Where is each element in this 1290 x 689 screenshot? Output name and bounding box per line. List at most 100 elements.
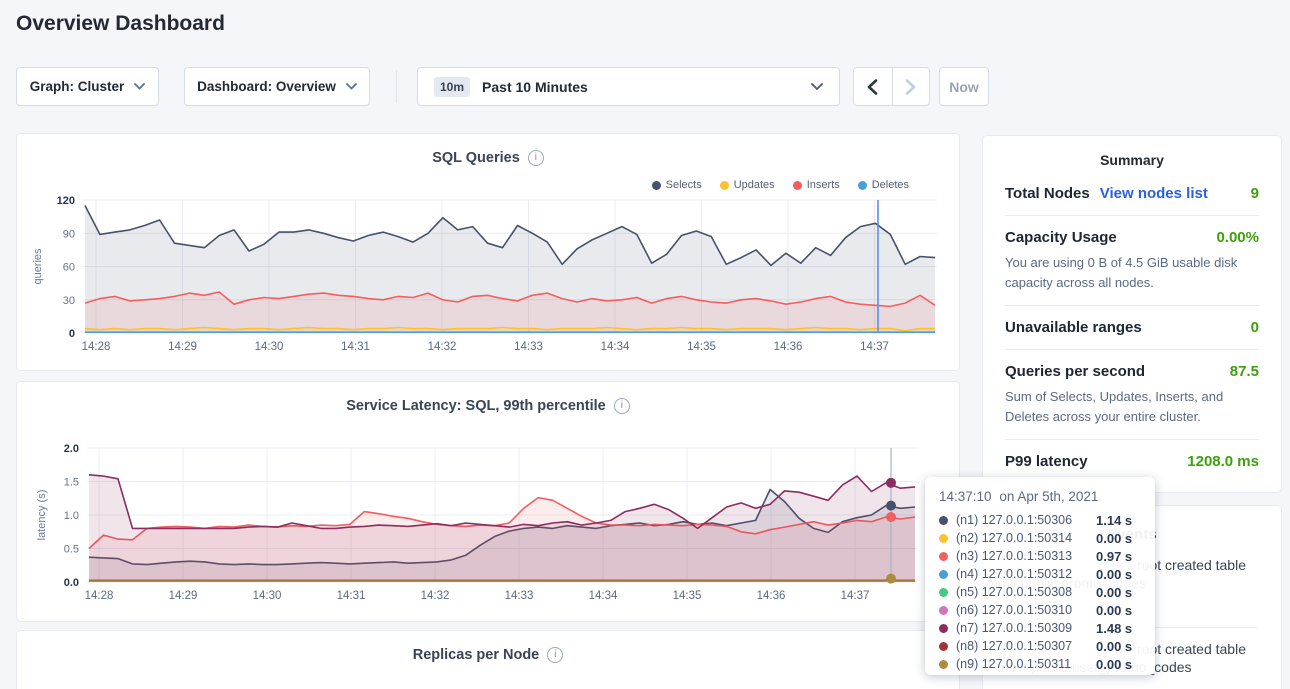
node-address: (n4) 127.0.0.1:50312 (956, 567, 1073, 581)
qps-label: Queries per second (1005, 363, 1146, 380)
tooltip-node-row: (n1) 127.0.0.1:50306 1.14 s (939, 511, 1141, 529)
svg-text:14:34: 14:34 (601, 341, 630, 353)
svg-text:14:37: 14:37 (841, 590, 870, 602)
node-color-dot-icon (939, 551, 948, 561)
summary-row-capacity: Capacity Usage 0.00% You are using 0 B o… (1005, 215, 1259, 305)
tooltip-date: on Apr 5th, 2021 (999, 489, 1099, 504)
graph-scope-dropdown-label: Graph: Cluster (29, 79, 125, 94)
svg-text:14:31: 14:31 (337, 590, 366, 602)
controls-divider (396, 70, 397, 103)
next-time-window-button[interactable] (891, 68, 930, 105)
node-address: (n8) 127.0.0.1:50307 (956, 639, 1073, 653)
svg-text:14:29: 14:29 (169, 590, 198, 602)
svg-text:30: 30 (63, 295, 75, 307)
svg-text:14:33: 14:33 (505, 590, 534, 602)
time-range-badge: 10m (434, 76, 471, 97)
node-color-dot-icon (939, 515, 948, 525)
graph-scope-dropdown[interactable]: Graph: Cluster (16, 67, 159, 106)
prev-time-window-button[interactable] (854, 68, 892, 105)
svg-text:latency (s): latency (s) (36, 490, 48, 541)
view-nodes-list-link[interactable]: View nodes list (1099, 185, 1208, 202)
legend-dot-icon (651, 180, 661, 190)
legend-label: Updates (733, 179, 775, 191)
service-latency-chart: 0.0 0.5 1.0 1.5 2.0 14:28 14:29 14:30 14:31 14:32… (36, 443, 917, 602)
now-button[interactable]: Now (939, 67, 989, 106)
summary-row-total-nodes: Total Nodes View nodes list 9 (1005, 172, 1259, 215)
tooltip-node-row: (n9) 127.0.0.1:50311 0.00 s (939, 655, 1141, 673)
summary-panel: Summary Total Nodes View nodes list 9 Ca… (982, 135, 1282, 493)
legend-dot-icon (719, 180, 729, 190)
p99-latency-value: 1208.0 ms (1187, 453, 1259, 470)
node-address: (n9) 127.0.0.1:50311 (956, 657, 1072, 671)
dashboard-dropdown[interactable]: Dashboard: Overview (184, 67, 370, 106)
info-icon[interactable] (527, 150, 544, 166)
svg-text:14:28: 14:28 (82, 341, 111, 353)
node-latency-value: 0.97 s (1096, 548, 1133, 564)
info-icon[interactable] (613, 398, 630, 414)
svg-text:90: 90 (63, 228, 75, 240)
legend-dot-icon (792, 180, 802, 190)
svg-text:queries: queries (32, 248, 44, 285)
node-address: (n6) 127.0.0.1:50310 (956, 603, 1073, 617)
chevron-down-icon (134, 83, 146, 90)
event-row[interactable]: root created table (1137, 557, 1246, 573)
service-latency-panel: Service Latency: SQL, 99th percentile 0.… (16, 381, 960, 622)
node-color-dot-icon (939, 659, 948, 669)
node-address: (n3) 127.0.0.1:50313 (956, 549, 1073, 563)
svg-text:1.5: 1.5 (64, 477, 79, 489)
time-range-dropdown[interactable]: 10m Past 10 Minutes (417, 67, 840, 106)
tooltip-node-row: (n5) 127.0.0.1:50308 0.00 s (939, 583, 1141, 601)
legend-label: Selects (665, 179, 702, 191)
latency-hover-tooltip: 14:37:10 on Apr 5th, 2021 (n1) 127.0.0.1… (925, 477, 1155, 675)
event-row[interactable]: root created table (1137, 641, 1246, 657)
node-latency-value: 0.00 s (1096, 530, 1133, 546)
sql-queries-title: SQL Queries (432, 150, 520, 166)
capacity-usage-desc: You are using 0 B of 4.5 GiB usable disk… (1005, 255, 1238, 290)
node-latency-value: 1.48 s (1096, 620, 1133, 636)
svg-text:0: 0 (69, 328, 75, 340)
node-address: (n2) 127.0.0.1:50314 (956, 531, 1073, 545)
capacity-usage-value: 0.00% (1216, 229, 1259, 246)
svg-text:14:31: 14:31 (341, 341, 370, 353)
svg-text:1.0: 1.0 (64, 510, 79, 522)
svg-text:14:36: 14:36 (757, 590, 786, 602)
info-icon[interactable] (547, 647, 564, 663)
tooltip-node-row: (n2) 127.0.0.1:50314 0.00 s (939, 529, 1141, 547)
time-window-arrows (853, 67, 930, 106)
svg-text:2.0: 2.0 (64, 443, 79, 455)
legend-item-inserts: Inserts (792, 179, 840, 191)
svg-text:14:36: 14:36 (774, 341, 803, 353)
unavailable-ranges-value: 0 (1250, 319, 1259, 336)
node-address: (n7) 127.0.0.1:50309 (956, 621, 1073, 635)
sql-queries-panel: SQL Queries Selects Updates Inserts Deletes… (16, 133, 960, 371)
svg-text:14:37: 14:37 (860, 341, 889, 353)
legend-item-updates: Updates (719, 179, 775, 191)
chevron-down-icon (811, 82, 823, 90)
total-nodes-value: 9 (1250, 185, 1259, 202)
qps-desc: Sum of Selects, Updates, Inserts, and De… (1005, 389, 1224, 424)
tooltip-node-row: (n4) 127.0.0.1:50312 0.00 s (939, 565, 1141, 583)
node-latency-value: 1.14 s (1096, 512, 1133, 528)
capacity-usage-label: Capacity Usage (1005, 229, 1117, 246)
svg-text:60: 60 (63, 262, 75, 274)
summary-row-unavailable-ranges: Unavailable ranges 0 (1005, 305, 1259, 349)
legend-item-deletes: Deletes (857, 179, 909, 191)
svg-text:14:35: 14:35 (673, 590, 702, 602)
page-title: Overview Dashboard (16, 12, 225, 35)
summary-row-p99: P99 latency 1208.0 ms (1005, 439, 1259, 483)
svg-text:0.5: 0.5 (64, 544, 79, 556)
now-button-label: Now (949, 78, 979, 95)
tooltip-timestamp: 14:37:10 on Apr 5th, 2021 (939, 489, 1141, 504)
legend-label: Deletes (871, 179, 909, 191)
dashboard-dropdown-label: Dashboard: Overview (197, 79, 336, 94)
node-latency-value: 0.00 s (1096, 584, 1133, 600)
node-color-dot-icon (939, 605, 948, 615)
chevron-right-icon (905, 78, 916, 95)
tooltip-time: 14:37:10 (939, 489, 992, 504)
latency-tooltip-rows: (n1) 127.0.0.1:50306 1.14 s (n2) 127.0.0.1… (939, 511, 1141, 673)
svg-text:14:35: 14:35 (687, 341, 716, 353)
tooltip-node-row: (n3) 127.0.0.1:50313 0.97 s (939, 547, 1141, 565)
node-address: (n1) 127.0.0.1:50306 (956, 513, 1073, 527)
summary-title: Summary (1100, 152, 1164, 168)
tooltip-node-row: (n8) 127.0.0.1:50307 0.00 s (939, 637, 1141, 655)
